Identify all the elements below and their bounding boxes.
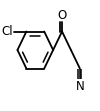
Text: N: N	[76, 80, 84, 93]
Text: Cl: Cl	[2, 25, 13, 38]
Text: O: O	[57, 9, 67, 22]
